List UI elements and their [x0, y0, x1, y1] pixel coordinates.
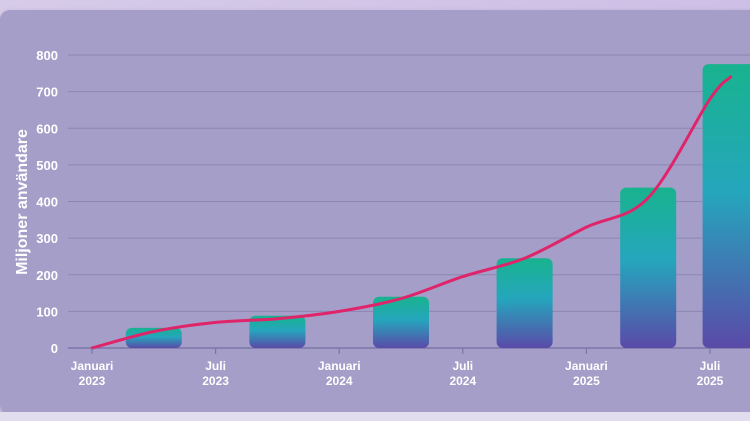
- y-tick-label: 400: [36, 195, 58, 210]
- trend: [90, 75, 733, 350]
- x-tick-label: 2025: [697, 374, 724, 388]
- y-tick-label: 0: [51, 341, 58, 356]
- x-tick-label: 2024: [326, 374, 353, 388]
- y-tick-label: 600: [36, 121, 58, 136]
- x-tick-label: 2023: [202, 374, 229, 388]
- y-axis-label: Miljoner användare: [14, 129, 31, 275]
- y-tick-label: 500: [36, 158, 58, 173]
- x-tick-label: 2025: [573, 374, 600, 388]
- y-tick-label: 200: [36, 268, 58, 283]
- x-tick-label: Juli: [452, 359, 473, 373]
- bar-okt-2023: [249, 315, 306, 348]
- bar-okt-2024: [496, 258, 553, 348]
- y-tick-label: 800: [36, 48, 58, 63]
- bar-apr-2025: [620, 187, 677, 348]
- users-growth-chart: Miljoner användare 0 100 200 300 400 500 600 70…: [14, 48, 750, 388]
- bar-apr-2023: [125, 327, 182, 348]
- y-ticks: 0 100 200 300 400 500 600 700 800: [36, 48, 58, 356]
- x-tick-label: Juli: [700, 359, 721, 373]
- chart-panel: Miljoner användare 0 100 200 300 400 500 600 70…: [0, 10, 750, 414]
- y-tick-label: 700: [36, 85, 58, 100]
- x-tick-label: Juli: [205, 359, 226, 373]
- x-tick-label: 2023: [79, 374, 106, 388]
- bar-apr-2024: [373, 296, 429, 348]
- trend-line: [90, 75, 733, 350]
- bars: [125, 64, 750, 348]
- footer-band: [0, 412, 750, 421]
- x-tick-label: Januari: [71, 359, 114, 373]
- x-tick-label: Januari: [318, 359, 361, 373]
- y-tick-label: 300: [36, 231, 58, 246]
- x-tick-label: Januari: [565, 359, 608, 373]
- x-ticks: Januari2023Juli2023Januari2024Juli2024Ja…: [71, 348, 724, 388]
- x-tick-label: 2024: [449, 374, 476, 388]
- y-tick-label: 100: [36, 304, 58, 319]
- bar-aug-2025: [702, 64, 750, 348]
